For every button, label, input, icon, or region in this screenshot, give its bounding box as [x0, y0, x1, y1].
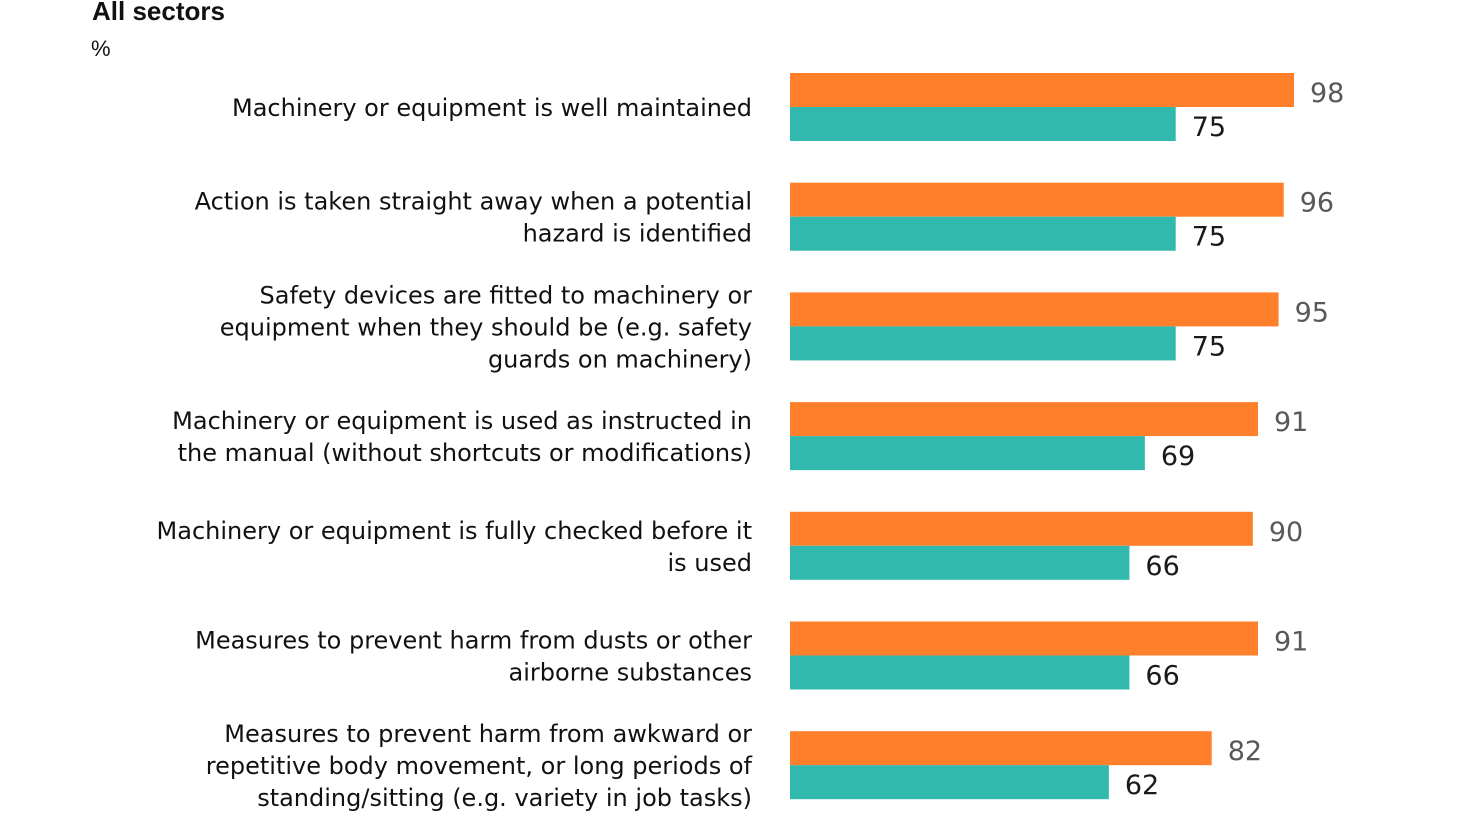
bar-series-2: [790, 326, 1176, 361]
category-label: is used: [667, 549, 752, 577]
category-label: equipment when they should be (e.g. safe…: [220, 313, 752, 341]
category-label: Machinery or equipment is used as instru…: [172, 407, 752, 435]
bar-series-2: [790, 107, 1176, 141]
chart-title: All sectors: [92, 0, 225, 26]
category-label: Measures to prevent harm from awkward or: [224, 720, 752, 748]
category-label: hazard is identified: [523, 220, 752, 248]
data-label: 82: [1228, 736, 1262, 767]
category-label: standing/sitting (e.g. variety in job ta…: [257, 784, 752, 812]
bar-series-2: [790, 765, 1109, 800]
data-label: 96: [1300, 188, 1334, 219]
category-label: repetitive body movement, or long period…: [206, 752, 753, 780]
data-label: 66: [1145, 661, 1179, 692]
data-label: 75: [1192, 112, 1226, 143]
unit-label: %: [91, 36, 111, 61]
data-label: 75: [1192, 222, 1226, 253]
bar-series-1: [790, 731, 1212, 766]
bar-series-1: [790, 182, 1284, 217]
bar-series-2: [790, 655, 1130, 690]
bar-series-1: [790, 621, 1258, 656]
category-label: Machinery or equipment is well maintaine…: [232, 94, 752, 122]
category-label: Measures to prevent harm from dusts or o…: [195, 627, 752, 655]
data-label: 90: [1269, 517, 1303, 548]
category-label: Action is taken straight away when a pot…: [195, 188, 752, 216]
data-label: 91: [1274, 627, 1308, 658]
category-label: the manual (without shortcuts or modific…: [178, 439, 752, 467]
bar-series-2: [790, 545, 1130, 580]
data-label: 69: [1161, 441, 1195, 472]
category-label: airborne substances: [509, 659, 752, 687]
bar-series-1: [790, 292, 1279, 327]
category-label: Machinery or equipment is fully checked …: [157, 517, 752, 545]
bar-series-2: [790, 216, 1176, 251]
bar-series-1: [790, 402, 1258, 437]
data-label: 91: [1274, 407, 1308, 438]
category-label: Safety devices are fitted to machinery o…: [260, 281, 753, 309]
data-label: 62: [1125, 770, 1159, 801]
category-label: guards on machinery): [488, 345, 752, 373]
data-label: 75: [1192, 331, 1226, 362]
data-label: 95: [1295, 297, 1329, 328]
bar-series-1: [790, 73, 1294, 107]
bar-series-2: [790, 436, 1145, 471]
bar-series-1: [790, 511, 1253, 546]
data-label: 66: [1145, 551, 1179, 582]
data-label: 98: [1310, 78, 1344, 109]
